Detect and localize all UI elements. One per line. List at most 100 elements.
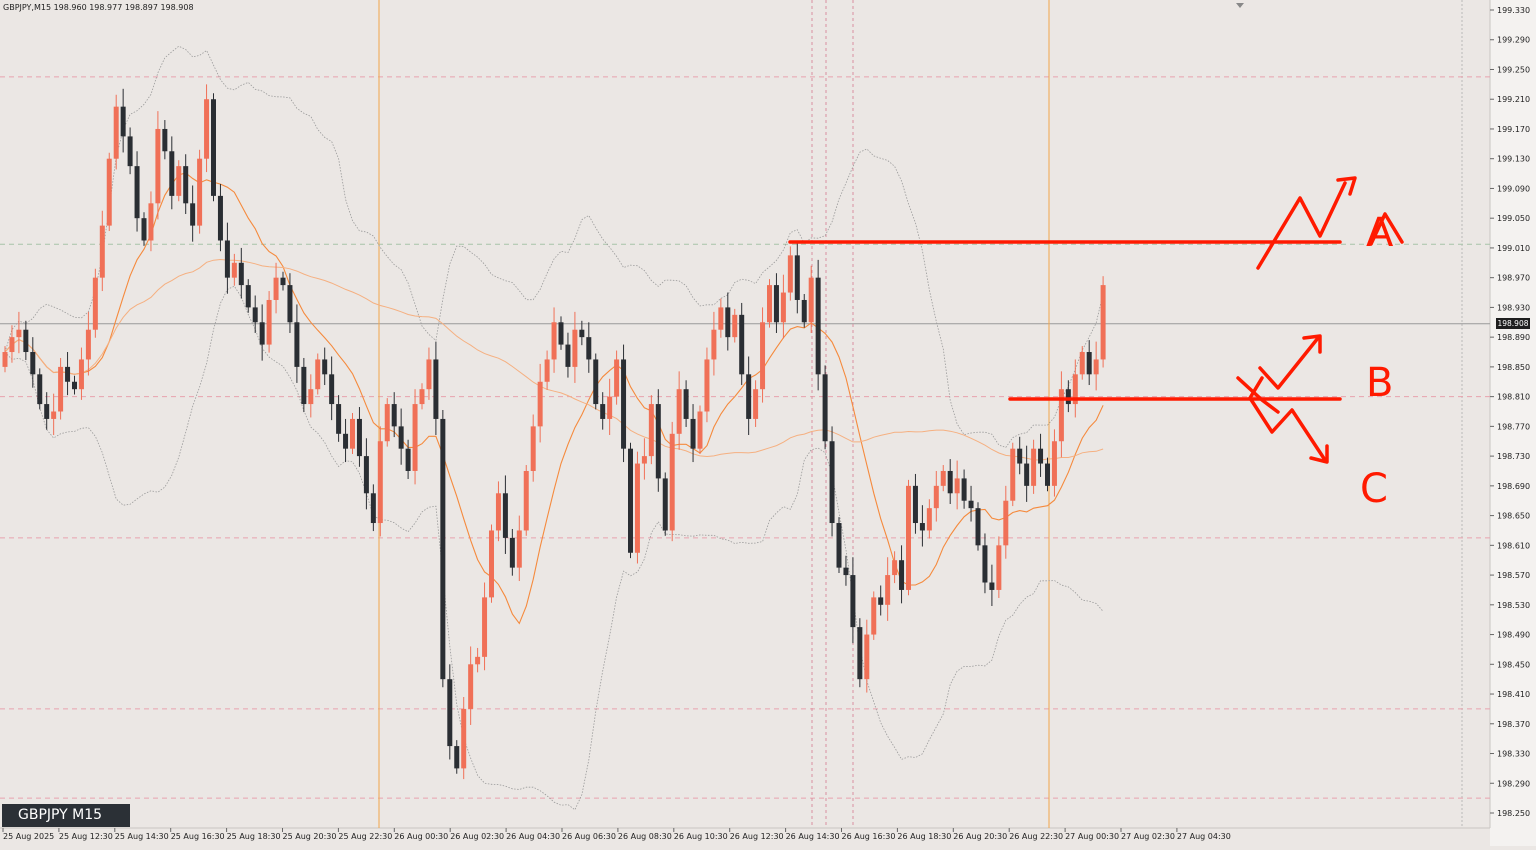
candle-body[interactable] <box>739 314 745 375</box>
candle-body[interactable] <box>808 277 814 323</box>
candle-body[interactable] <box>648 404 654 457</box>
candle-body[interactable] <box>760 322 766 390</box>
candle-body[interactable] <box>1003 500 1009 546</box>
candle-body[interactable] <box>878 597 884 605</box>
candle-body[interactable] <box>23 329 29 353</box>
candle-body[interactable] <box>1031 448 1037 486</box>
candle-body[interactable] <box>440 418 446 680</box>
candle-body[interactable] <box>767 285 772 323</box>
candle-body[interactable] <box>572 329 578 367</box>
candle-body[interactable] <box>211 99 216 196</box>
candle-body[interactable] <box>579 329 585 338</box>
candle-body[interactable] <box>92 277 98 330</box>
candle-body[interactable] <box>1010 448 1016 501</box>
candle-body[interactable] <box>37 374 43 405</box>
candle-body[interactable] <box>419 389 425 405</box>
candle-body[interactable] <box>697 411 703 449</box>
candle-body[interactable] <box>377 441 383 524</box>
candle-body[interactable] <box>343 433 349 449</box>
candle-body[interactable] <box>1093 359 1099 375</box>
candle-body[interactable] <box>996 545 1002 590</box>
candle-body[interactable] <box>336 404 342 434</box>
candle-body[interactable] <box>1079 352 1085 375</box>
candle-body[interactable] <box>1086 352 1092 375</box>
candle-body[interactable] <box>669 433 675 531</box>
candle-body[interactable] <box>544 359 550 382</box>
candle-body[interactable] <box>322 359 328 375</box>
candle-body[interactable] <box>51 411 57 419</box>
candle-body[interactable] <box>176 166 182 196</box>
candle-body[interactable] <box>989 582 995 590</box>
candle-body[interactable] <box>405 448 411 471</box>
candle-body[interactable] <box>99 225 105 278</box>
candle-body[interactable] <box>1024 463 1030 486</box>
candle-body[interactable] <box>794 255 800 300</box>
candle-body[interactable] <box>287 285 293 323</box>
candle-body[interactable] <box>850 575 856 628</box>
candle-body[interactable] <box>329 374 335 405</box>
candle-body[interactable] <box>224 240 230 278</box>
candle-body[interactable] <box>391 404 397 427</box>
candle-body[interactable] <box>600 404 606 419</box>
candle-body[interactable] <box>864 634 870 680</box>
candle-body[interactable] <box>1045 463 1050 486</box>
candle-body[interactable] <box>871 597 877 635</box>
candle-body[interactable] <box>899 560 905 590</box>
candle-body[interactable] <box>1017 448 1023 464</box>
candle-body[interactable] <box>732 314 738 338</box>
candle-body[interactable] <box>412 404 418 471</box>
candle-body[interactable] <box>704 359 710 412</box>
candle-body[interactable] <box>753 389 759 419</box>
candle-body[interactable] <box>252 307 258 323</box>
candle-body[interactable] <box>822 374 828 442</box>
candle-body[interactable] <box>641 456 647 464</box>
candle-body[interactable] <box>238 262 244 286</box>
candle-body[interactable] <box>530 426 536 471</box>
candle-body[interactable] <box>245 285 251 308</box>
candle-body[interactable] <box>426 359 432 390</box>
candle-body[interactable] <box>773 285 779 323</box>
candle-body[interactable] <box>315 359 321 390</box>
candle-body[interactable] <box>711 329 717 360</box>
candle-body[interactable] <box>127 136 133 167</box>
candle-body[interactable] <box>690 418 696 449</box>
candle-body[interactable] <box>947 470 953 494</box>
candle-body[interactable] <box>926 508 932 531</box>
candle-body[interactable] <box>273 277 279 300</box>
candle-body[interactable] <box>356 418 362 457</box>
candle-body[interactable] <box>1051 441 1057 486</box>
candle-body[interactable] <box>655 404 661 479</box>
candle-body[interactable] <box>72 381 77 390</box>
candle-body[interactable] <box>482 597 488 657</box>
candle-body[interactable] <box>1058 389 1064 442</box>
candle-body[interactable] <box>683 389 689 419</box>
candle-body[interactable] <box>148 203 154 241</box>
candle-body[interactable] <box>363 456 369 494</box>
candle-body[interactable] <box>231 262 237 278</box>
candle-body[interactable] <box>454 746 460 769</box>
candle-body[interactable] <box>155 128 161 204</box>
candle-body[interactable] <box>718 307 724 330</box>
candle-body[interactable] <box>558 322 564 345</box>
candle-body[interactable] <box>141 218 147 241</box>
candle-body[interactable] <box>1072 374 1078 405</box>
candle-body[interactable] <box>308 389 314 405</box>
candle-body[interactable] <box>843 567 849 576</box>
candle-body[interactable] <box>134 166 140 219</box>
candle-body[interactable] <box>301 366 307 405</box>
candle-body[interactable] <box>940 470 946 486</box>
candle-body[interactable] <box>169 151 175 196</box>
candle-body[interactable] <box>968 500 974 509</box>
candle-body[interactable] <box>85 329 91 360</box>
candle-body[interactable] <box>259 322 265 345</box>
candle-body[interactable] <box>217 195 223 241</box>
candle-body[interactable] <box>565 344 571 367</box>
candle-body[interactable] <box>2 352 8 367</box>
scroll-indicator-icon[interactable] <box>1236 3 1244 8</box>
candle-body[interactable] <box>621 359 627 449</box>
candle-body[interactable] <box>266 299 272 345</box>
candle-body[interactable] <box>183 166 189 204</box>
candle-body[interactable] <box>676 389 682 434</box>
candle-body[interactable] <box>829 441 835 524</box>
candle-body[interactable] <box>197 158 203 226</box>
